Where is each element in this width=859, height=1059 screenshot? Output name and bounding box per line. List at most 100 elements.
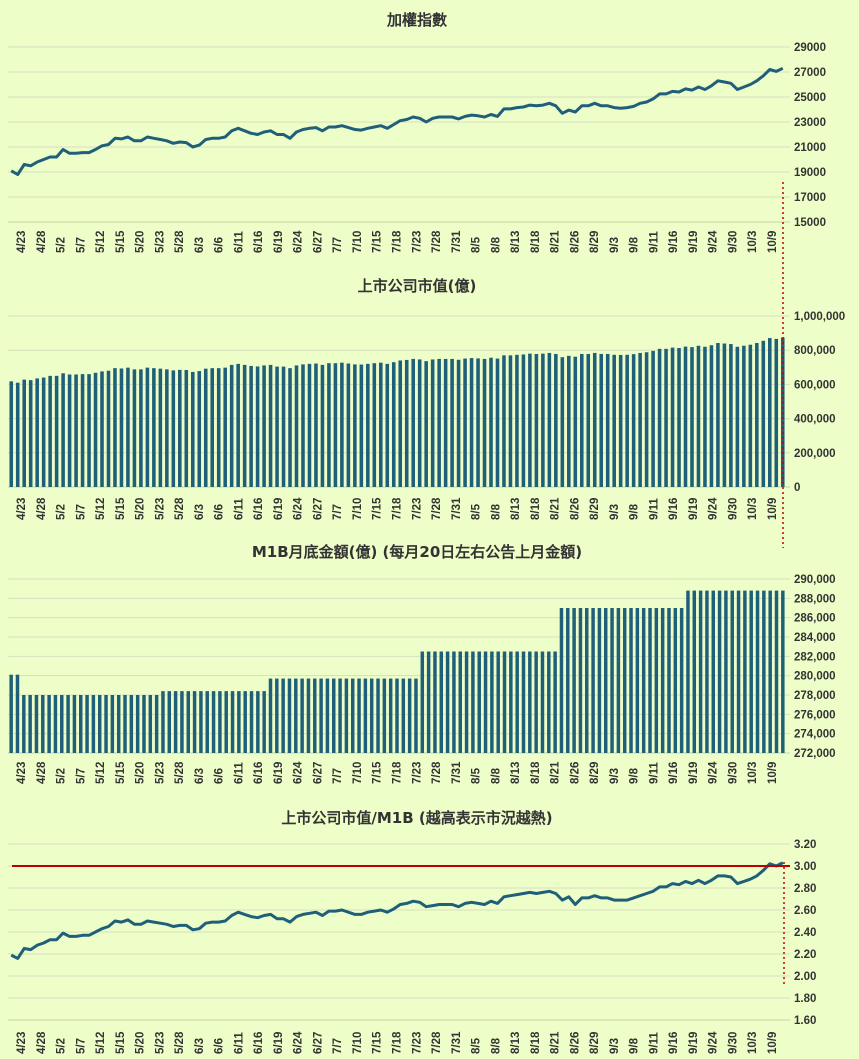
x-tick-label: 6/11 (233, 498, 245, 520)
bar (616, 608, 621, 753)
bar (717, 590, 722, 753)
x-tick-label: 8/21 (550, 761, 562, 784)
bar (502, 651, 507, 753)
x-tick-label: 6/27 (312, 231, 324, 253)
x-tick-label: 5/7 (75, 504, 87, 520)
bar (275, 678, 279, 753)
x-tick-label: 9/19 (688, 498, 700, 520)
x-tick-label: 7/28 (431, 1031, 443, 1054)
bar (664, 348, 668, 487)
x-tick-label: 6/6 (214, 237, 226, 253)
bar (382, 678, 387, 753)
x-tick-label: 6/27 (312, 498, 324, 520)
x-tick-label: 7/23 (411, 498, 423, 520)
x-tick-label: 6/6 (214, 1038, 226, 1054)
x-tick-label: 7/7 (332, 1038, 344, 1054)
x-tick-label: 5/2 (56, 768, 68, 784)
x-tick-label: 4/23 (16, 1032, 28, 1054)
x-tick-label: 7/31 (451, 1031, 463, 1054)
bar (60, 695, 64, 753)
y-tick-label: 1.80 (794, 993, 816, 1005)
x-tick-label: 6/6 (214, 768, 226, 784)
x-tick-label: 9/30 (727, 498, 739, 520)
y-tick-label: 3.00 (794, 861, 816, 873)
bar (456, 359, 461, 487)
bar (132, 369, 137, 487)
bar (34, 695, 39, 753)
y-tick-label: 1,000,000 (794, 311, 845, 323)
bar (148, 695, 153, 753)
x-tick-label: 7/18 (392, 230, 404, 253)
bar (749, 590, 753, 753)
bar (401, 678, 406, 753)
bar (268, 678, 273, 753)
x-tick-label: 10/9 (767, 1032, 779, 1054)
bar (229, 364, 234, 487)
y-tick-label: 280,000 (794, 671, 836, 683)
x-tick-label: 5/12 (95, 231, 107, 253)
bar (154, 695, 159, 753)
x-tick-label: 7/15 (372, 230, 384, 253)
bar (119, 368, 124, 487)
bar (205, 691, 209, 753)
bar (178, 369, 182, 487)
bar (573, 356, 578, 487)
x-tick-label: 5/23 (154, 1032, 166, 1054)
bar (729, 344, 733, 487)
x-tick-label: 7/28 (431, 230, 443, 253)
bar (458, 651, 462, 753)
bar (508, 355, 513, 487)
bar (599, 353, 604, 487)
bar (417, 359, 422, 487)
x-tick-label: 8/13 (510, 762, 522, 784)
bar (579, 353, 584, 487)
bar (696, 345, 701, 487)
bar (635, 608, 640, 753)
bar (224, 691, 228, 753)
bar (192, 691, 197, 753)
bar (262, 365, 266, 487)
y-tick-label: 200,000 (794, 448, 836, 460)
bar (223, 367, 227, 487)
bar (469, 358, 474, 487)
bar (670, 347, 675, 487)
bar (203, 368, 208, 487)
bar (605, 353, 610, 487)
bar (748, 344, 753, 487)
x-tick-label: 5/12 (95, 1032, 107, 1054)
x-tick-label: 8/13 (510, 498, 522, 520)
x-tick-label: 5/15 (115, 1031, 127, 1054)
bar (521, 651, 526, 753)
y-tick-label: 282,000 (794, 651, 836, 663)
bar (502, 355, 506, 487)
bar (79, 695, 83, 753)
bar (762, 590, 766, 753)
x-tick-label: 8/8 (490, 503, 502, 520)
bar (243, 691, 247, 753)
x-tick-label: 7/7 (332, 237, 344, 253)
x-tick-label: 8/26 (569, 498, 581, 520)
chart-title: M1B月底金額(億) (每月20日左右公告上月金額) (252, 543, 582, 561)
bar (585, 608, 589, 753)
bar (35, 378, 39, 487)
x-tick-label: 7/10 (352, 498, 364, 520)
x-tick-label: 4/28 (36, 761, 48, 784)
bar (152, 368, 156, 487)
bar (651, 350, 655, 487)
x-tick-label: 8/21 (550, 497, 562, 520)
bar (332, 678, 336, 753)
bar (711, 590, 715, 753)
bar (320, 364, 325, 487)
x-tick-label: 4/28 (36, 1031, 48, 1054)
bar (716, 343, 720, 487)
bar (388, 678, 393, 753)
bar (104, 695, 108, 753)
bar (736, 590, 741, 753)
x-tick-label: 5/15 (115, 497, 127, 520)
bar (705, 590, 709, 753)
bar (395, 678, 399, 753)
x-tick-label: 10/3 (747, 762, 759, 784)
bar (210, 368, 215, 487)
bar (249, 691, 254, 753)
bar (489, 357, 493, 487)
